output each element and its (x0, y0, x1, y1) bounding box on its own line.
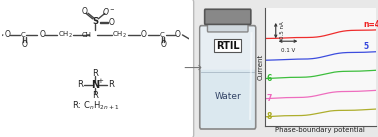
Text: CH$_2$: CH$_2$ (112, 30, 127, 40)
Text: R: R (93, 69, 98, 78)
Text: O: O (160, 40, 166, 49)
Text: n=4: n=4 (364, 20, 378, 29)
FancyBboxPatch shape (208, 19, 248, 32)
FancyBboxPatch shape (200, 26, 256, 129)
Text: O: O (108, 18, 114, 27)
Text: 8: 8 (267, 112, 272, 121)
Text: R: R (93, 91, 98, 100)
FancyBboxPatch shape (201, 70, 254, 126)
Text: S: S (93, 17, 98, 26)
Text: O: O (175, 30, 181, 39)
Text: R: R (108, 80, 114, 89)
Text: 6: 6 (267, 74, 272, 83)
Text: $O^-$: $O^-$ (102, 6, 115, 17)
FancyBboxPatch shape (0, 0, 194, 137)
Text: O: O (140, 30, 146, 39)
Text: O: O (22, 40, 28, 49)
Text: CH: CH (82, 32, 92, 38)
Text: 5: 5 (364, 42, 369, 52)
Text: RTIL: RTIL (216, 41, 240, 51)
Text: C: C (160, 32, 164, 38)
FancyBboxPatch shape (204, 9, 251, 24)
Text: R: R (77, 80, 83, 89)
Text: +: + (98, 78, 104, 84)
Y-axis label: Current: Current (257, 54, 263, 80)
Text: N: N (91, 80, 99, 90)
Text: C: C (21, 32, 26, 38)
Text: O: O (5, 30, 11, 39)
Text: O: O (39, 30, 45, 39)
FancyBboxPatch shape (200, 27, 255, 70)
Text: 0.5 nA: 0.5 nA (280, 22, 285, 39)
X-axis label: Phase-boundary potential: Phase-boundary potential (276, 127, 365, 133)
Text: CH$_2$: CH$_2$ (58, 30, 73, 40)
Text: Water: Water (214, 92, 241, 101)
Text: R: C$_n$H$_{2n+1}$: R: C$_n$H$_{2n+1}$ (72, 100, 119, 112)
Text: 7: 7 (267, 94, 272, 103)
Text: 0.1 V: 0.1 V (281, 48, 295, 53)
Text: O: O (81, 7, 87, 16)
Text: ⟶: ⟶ (183, 62, 201, 75)
